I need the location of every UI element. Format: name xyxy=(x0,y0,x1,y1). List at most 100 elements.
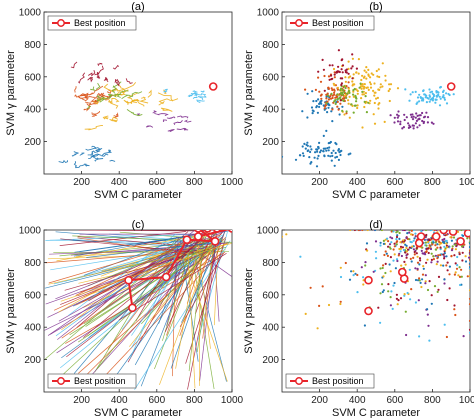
trajectory-line xyxy=(58,248,186,322)
particle-point xyxy=(341,91,344,94)
particle-point xyxy=(408,231,411,234)
particle-point xyxy=(340,59,343,62)
particle-point xyxy=(379,244,382,247)
particle-point xyxy=(396,87,400,90)
x-axis-label: SVM C parameter xyxy=(332,189,420,201)
particle-point xyxy=(389,236,392,239)
particle-point xyxy=(325,97,328,100)
particle-point xyxy=(439,246,442,249)
y-tick-label: 800 xyxy=(262,258,279,269)
particle-point xyxy=(393,242,396,245)
particle-point xyxy=(413,237,416,240)
particle-point xyxy=(443,252,446,255)
particle-point xyxy=(418,335,421,338)
particle-point xyxy=(462,335,465,338)
particle-point xyxy=(408,230,411,232)
particle-point xyxy=(365,242,369,245)
particle-point xyxy=(347,67,350,70)
particle-point xyxy=(365,111,368,114)
particle-point xyxy=(331,108,334,111)
trajectory-line xyxy=(162,119,167,122)
particle-point xyxy=(442,253,445,256)
data-marks xyxy=(282,49,456,168)
particle-point xyxy=(431,97,435,100)
particle-point xyxy=(376,96,379,99)
particle-point xyxy=(349,230,352,232)
panel-c: 200 400 600 800 1000 200 400 600 800 1000 (c) SVM C… xyxy=(5,219,244,418)
particle-point xyxy=(348,95,351,98)
particle-point xyxy=(441,238,444,241)
particle-point xyxy=(429,247,433,251)
particle-point xyxy=(424,93,427,96)
trajectory-line xyxy=(202,244,215,339)
particle-point xyxy=(347,102,350,105)
particle-point xyxy=(455,267,459,270)
particle-point xyxy=(282,235,284,238)
trajectory-line xyxy=(87,245,213,337)
particle-point xyxy=(402,248,405,252)
particle-point xyxy=(361,85,365,88)
particle-point xyxy=(322,147,325,150)
particle-point xyxy=(422,89,425,92)
trajectory-line xyxy=(60,242,229,302)
trajectory-line xyxy=(190,92,197,95)
panel-d: 200 400 600 800 1000 200 400 600 800 1000 (d) SVM C… xyxy=(243,219,474,418)
particle-point xyxy=(340,149,343,152)
particle-point xyxy=(441,90,445,94)
trajectory-line xyxy=(172,241,177,377)
particle-point xyxy=(336,105,339,108)
trajectory-line xyxy=(200,90,205,93)
particle-point xyxy=(384,262,387,265)
particle-point xyxy=(389,256,392,259)
particle-point xyxy=(434,254,437,257)
particle-point xyxy=(468,242,470,245)
y-tick-label: 200 xyxy=(262,355,279,366)
particle-point xyxy=(373,122,377,125)
particle-point xyxy=(428,88,431,91)
particle-point xyxy=(395,238,398,241)
particle-point xyxy=(304,88,307,91)
particle-point xyxy=(387,245,390,248)
particle-point xyxy=(454,248,457,251)
particle-point xyxy=(444,248,447,251)
particle-point xyxy=(316,150,319,153)
particle-point xyxy=(330,151,333,155)
particle-point xyxy=(367,68,370,71)
particle-point xyxy=(335,71,338,74)
trajectory-line xyxy=(175,235,201,369)
particle-point xyxy=(427,97,430,100)
particle-point xyxy=(325,149,328,152)
particle-point xyxy=(395,231,398,234)
trajectory-line xyxy=(61,240,222,359)
particle-point xyxy=(378,75,381,79)
trajectory-line xyxy=(93,98,102,105)
particle-point xyxy=(458,266,461,269)
trajectory-line xyxy=(90,86,96,91)
particle-point xyxy=(427,251,430,255)
particle-point xyxy=(426,116,430,119)
particle-point xyxy=(426,258,429,261)
particle-point xyxy=(448,287,451,290)
particle-point xyxy=(304,147,307,150)
particle-point xyxy=(358,86,361,89)
particle-point xyxy=(399,297,403,300)
particle-point xyxy=(438,104,442,107)
particle-point xyxy=(464,260,468,263)
particle-point xyxy=(372,270,375,273)
particle-point xyxy=(318,141,321,144)
particle-point xyxy=(430,252,433,255)
particle-point xyxy=(468,256,470,259)
particle-point xyxy=(438,243,441,246)
particle-point xyxy=(379,292,382,295)
trajectory-line xyxy=(176,115,189,119)
particle-point xyxy=(424,230,428,232)
trajectory-line xyxy=(105,76,109,81)
particle-point xyxy=(313,156,316,159)
trajectory-line xyxy=(129,91,143,98)
particle-point xyxy=(328,64,331,67)
particle-point xyxy=(282,155,284,158)
particle-point xyxy=(382,239,385,242)
particle-point xyxy=(363,69,366,72)
particle-point xyxy=(453,273,456,276)
particle-point xyxy=(339,153,342,157)
